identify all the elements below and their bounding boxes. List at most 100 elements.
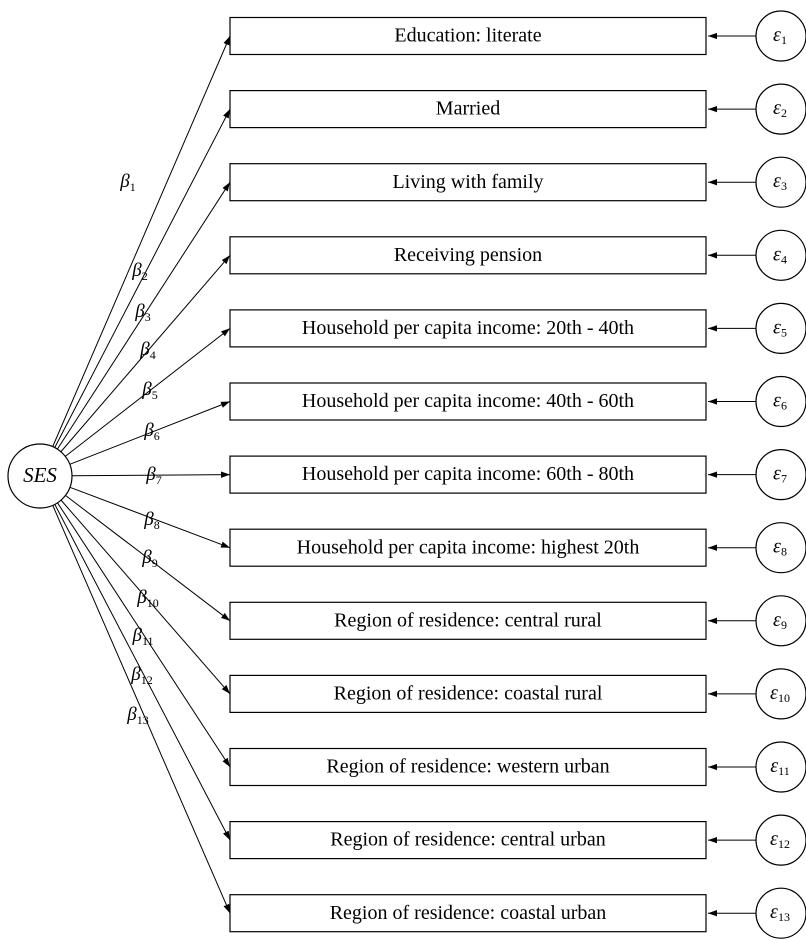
indicator-box [229,820,707,860]
error-symbol: ε [773,462,781,484]
loading-subscript: 7 [156,473,162,487]
error-subscript: 1 [781,33,787,47]
error-subscript: 3 [781,179,787,193]
error-label: ε4 [773,243,787,266]
indicator-label: Receiving pension [394,244,542,266]
loading-arrow [54,504,231,841]
error-subscript: 9 [781,618,787,632]
error-subscript: 13 [778,910,790,924]
error-label: ε2 [773,97,787,120]
error-label: ε1 [773,24,787,47]
loading-subscript: 10 [147,596,159,610]
error-symbol: ε [773,170,781,192]
error-subscript: 5 [781,325,787,339]
latent-label: SES [23,463,57,487]
indicator-box [229,601,707,640]
loading-subscript: 1 [130,180,136,194]
indicator-box [229,382,707,421]
loading-symbol: β [131,260,142,281]
error-label: ε10 [770,681,790,704]
loading-symbol: β [143,420,154,441]
error-subscript: 6 [781,398,787,412]
indicator-label: Region of residence: western urban [326,756,609,778]
loading-arrow [64,328,231,457]
loading-symbol: β [141,379,152,400]
loading-label: β9 [141,547,157,569]
error-subscript: 4 [781,252,787,266]
error-subscript: 10 [778,691,790,705]
indicator-box [229,309,707,348]
error-symbol: ε [770,828,778,850]
indicator-box [229,747,707,787]
error-subscript: 8 [781,544,787,558]
loading-subscript: 3 [145,310,151,324]
error-subscript: 11 [778,764,790,778]
loading-symbol: β [143,509,154,530]
indicator-label: Household per capita income: 20th - 40th [302,317,634,339]
loading-symbol: β [119,171,130,192]
loading-symbol: β [139,339,150,360]
error-label: ε8 [773,535,787,558]
error-symbol: ε [773,97,781,119]
loading-subscript: 13 [137,713,149,727]
loading-arrow [60,499,231,695]
error-symbol: ε [773,243,781,265]
loading-arrow [60,254,231,453]
loading-label: β11 [131,625,153,647]
loading-subscript: 11 [142,634,154,648]
loading-arrow [69,401,231,465]
loading-arrow [57,502,231,768]
loading-subscript: 6 [154,429,160,443]
loading-symbol: β [131,625,142,646]
error-label: ε9 [773,608,787,631]
loading-label: β1 [119,171,135,193]
loading-symbol: β [145,464,156,485]
loading-label: β10 [136,587,158,609]
loading-label: β13 [126,704,148,726]
loading-subscript: 8 [154,518,160,532]
loading-arrow [52,505,231,914]
error-label: ε12 [770,828,790,851]
error-label: ε13 [770,901,790,924]
loading-symbol: β [134,301,145,322]
loading-subscript: 9 [152,556,158,570]
indicator-label: Region of residence: central rural [334,609,602,631]
error-label: ε6 [773,389,787,412]
indicator-label: Household per capita income: 60th - 80th [302,463,634,485]
indicator-label: Region of residence: coastal urban [330,902,607,924]
error-subscript: 12 [778,837,790,851]
error-label: ε7 [773,462,787,485]
indicator-label: Region of residence: central urban [330,829,605,851]
indicator-label: Married [436,98,500,120]
indicator-box [229,236,707,275]
loading-symbol: β [141,547,152,568]
loading-subscript: 5 [152,388,158,402]
error-label: ε11 [770,755,789,778]
indicator-label: Region of residence: coastal rural [334,682,603,704]
loading-label: β2 [131,260,147,282]
loading-arrow [56,181,231,450]
loading-label: β12 [130,664,152,686]
loading-label: β6 [143,420,159,442]
error-symbol: ε [773,535,781,557]
loading-arrow [65,494,231,622]
loading-subscript: 2 [142,269,148,283]
error-symbol: ε [773,24,781,46]
error-symbol: ε [773,389,781,411]
error-symbol: ε [770,681,778,703]
loading-label: β8 [143,509,159,531]
loading-symbol: β [136,587,147,608]
error-label: ε3 [773,170,787,193]
indicator-box [229,674,707,714]
latent-node [7,443,73,509]
loading-arrow [54,108,231,448]
indicator-box [229,16,707,56]
loading-label: β5 [141,379,157,401]
error-symbol: ε [773,316,781,338]
error-symbol: ε [773,608,781,630]
error-subscript: 2 [781,106,787,120]
loading-subscript: 4 [150,348,156,362]
indicator-label: Household per capita income: 40th - 60th [302,390,634,412]
loading-subscript: 12 [141,673,153,687]
